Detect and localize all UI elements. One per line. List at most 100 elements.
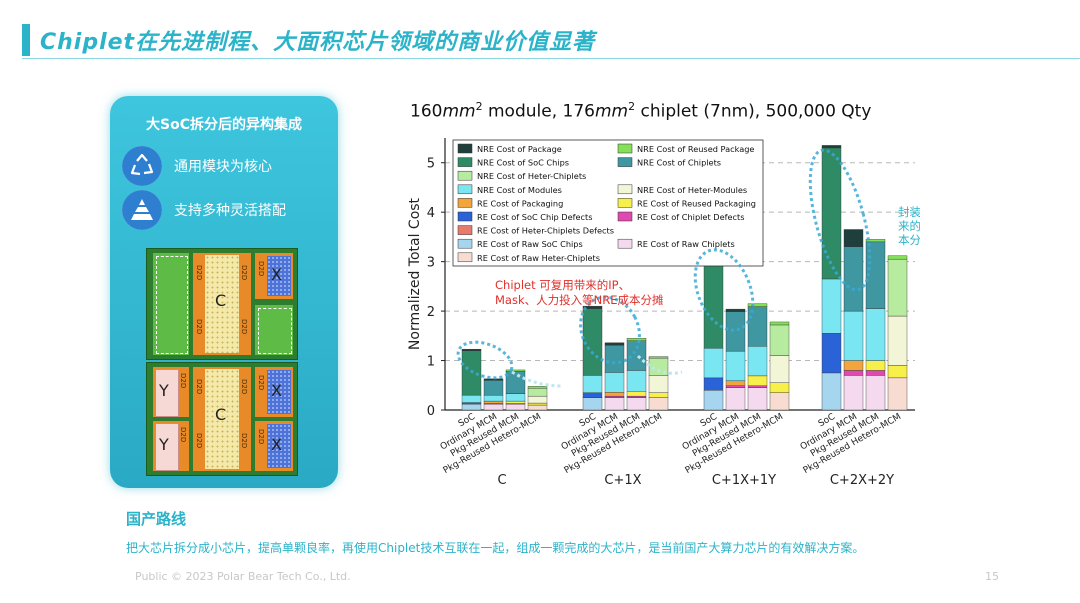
bar-segment [843, 229, 864, 247]
y-tick-label: 4 [427, 206, 435, 221]
legend-label: RE Cost of SoC Chip Defects [477, 212, 593, 222]
legend-label: RE Cost of Packaging [477, 198, 563, 208]
bar-segment [527, 402, 548, 406]
d2d-label: D2D [179, 427, 187, 443]
legend-swatch [617, 143, 633, 154]
bar-segment [461, 394, 482, 403]
bar-segment [865, 370, 886, 376]
annotation-trail [636, 354, 683, 375]
bar-segment [483, 394, 504, 402]
chiplet-layout-c-2x-2y: Y D2D Y D2D C D2D D2D D2D D2D X D2D X D2… [146, 362, 298, 476]
bar-segment [604, 391, 625, 397]
legend-label: RE Cost of Chiplet Defects [637, 212, 745, 222]
legend-label: RE Cost of Heter-Chiplets Defects [477, 226, 614, 236]
bar-segment [821, 278, 842, 334]
d2d-label: D2D [257, 429, 265, 445]
bar-segment [461, 348, 482, 351]
bar-segment [725, 387, 746, 411]
bar-segment [747, 346, 768, 377]
bar-segment [582, 375, 603, 393]
d2d-label: D2D [240, 319, 248, 335]
legend-swatch [457, 238, 473, 249]
chart-title: 160mm2 module, 176mm2 chiplet (7nm), 500… [410, 100, 872, 122]
bar-segment [505, 369, 526, 372]
d2d-label: D2D [240, 433, 248, 449]
bar-segment [604, 397, 625, 411]
x-die-label: X [271, 435, 282, 454]
bar-segment [843, 370, 864, 376]
bar-segment [626, 370, 647, 392]
bar-segment [769, 324, 790, 356]
bar-segment [703, 390, 724, 411]
y-tick-label: 3 [427, 256, 435, 271]
annotation-ellipse [579, 295, 641, 365]
legend-swatch [457, 157, 473, 167]
bar-segment [747, 375, 768, 386]
feature-label: 支持多种灵活搭配 [174, 203, 286, 219]
bar-segment [703, 347, 724, 379]
y-die-label: Y [159, 435, 169, 454]
annotation-ellipse [456, 340, 514, 380]
bar-segment [604, 372, 625, 393]
bar-segment [505, 393, 526, 402]
d2d-label: D2D [240, 379, 248, 395]
section-text: 把大芯片拆分成小芯片，提高单颗良率，再使用Chiplet技术互联在一起，组成一颗… [126, 541, 865, 555]
bar-segment [725, 311, 746, 352]
recycle-icon [122, 146, 162, 186]
annotation-trail [511, 370, 563, 388]
bar-segment [747, 303, 768, 307]
bar-segment [648, 392, 669, 398]
group-label: C+1X [604, 473, 641, 488]
legend-label: NRE Cost of Package [477, 144, 562, 154]
legend-swatch [457, 252, 473, 263]
c-die [205, 255, 239, 353]
d2d-label: D2D [195, 433, 203, 449]
legend-label: RE Cost of Raw Heter-Chiplets [477, 253, 600, 263]
bar-segment [887, 365, 908, 379]
x-die [267, 370, 291, 414]
bar-segment [843, 360, 864, 371]
annotation-ellipse [808, 148, 872, 292]
bar-segment [604, 395, 625, 398]
panel-title: 大SoC拆分后的异构集成 [146, 117, 302, 133]
group-label: C+1X+1Y [712, 473, 776, 488]
bar-segment [527, 395, 548, 404]
bar-segment [527, 386, 548, 389]
legend-label: NRE Cost of Heter-Chiplets [477, 171, 586, 181]
bar-segment [725, 380, 746, 386]
d2d-label: D2D [257, 375, 265, 391]
bar-segment [703, 377, 724, 391]
bar-segment [821, 145, 842, 149]
annotation-text: Mask、人力投入等NRE成本分摊 [495, 293, 664, 307]
bar-segment [725, 385, 746, 388]
y-tick-label: 5 [427, 157, 435, 172]
bar-segment [887, 377, 908, 411]
legend-swatch [457, 198, 473, 208]
bar-segment [527, 388, 548, 397]
empty-slot [153, 253, 189, 355]
bar-segment [843, 375, 864, 411]
bar-segment [821, 372, 842, 411]
bar-segment [505, 400, 526, 404]
bar-segment [843, 310, 864, 361]
bar-segment [582, 397, 603, 411]
legend-label: NRE Cost of Heter-Modules [637, 185, 747, 195]
c-die-label: C [215, 405, 227, 424]
legend-swatch [617, 184, 633, 195]
legend-swatch [457, 225, 473, 235]
bar-segment [865, 360, 886, 371]
legend-label: RE Cost of Raw SoC Chips [477, 239, 583, 249]
bar-segment [725, 308, 746, 312]
legend-label: RE Cost of Reused Packaging [637, 198, 756, 208]
group-label: C [497, 473, 506, 488]
page-number: 15 [985, 570, 999, 583]
annotation-text: Chiplet 可复用带来的IP、 [495, 278, 630, 292]
footer-copyright: Public © 2023 Polar Bear Tech Co., Ltd. [135, 570, 351, 583]
bar-segment [648, 356, 669, 359]
legend-label: NRE Cost of SoC Chips [477, 158, 569, 168]
legend-swatch [457, 211, 473, 222]
legend-swatch [457, 184, 473, 195]
y-die [155, 369, 179, 417]
empty-slot [255, 305, 293, 355]
